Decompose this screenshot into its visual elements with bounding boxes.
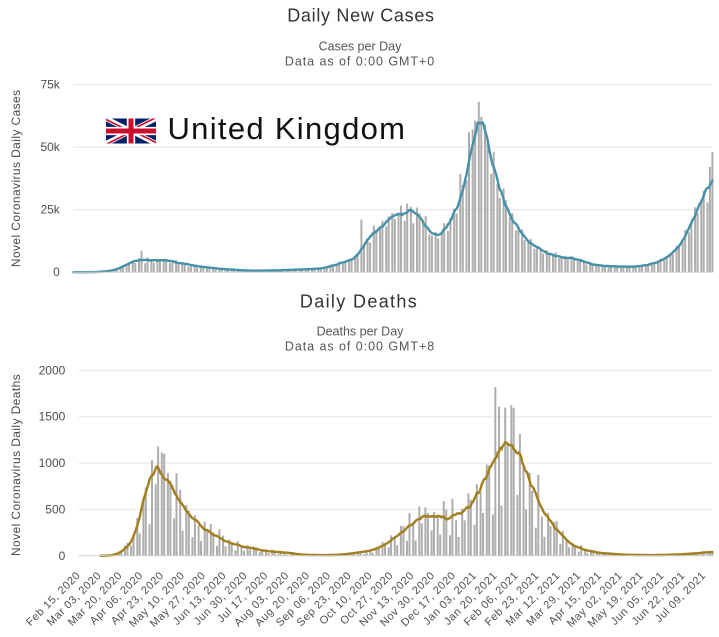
svg-text:2000: 2000	[39, 363, 66, 377]
svg-text:Data as of 0:00 GMT+8: Data as of 0:00 GMT+8	[285, 340, 435, 354]
svg-text:50k: 50k	[40, 140, 60, 154]
svg-text:0: 0	[59, 549, 66, 563]
svg-text:1500: 1500	[39, 410, 66, 424]
svg-text:United Kingdom: United Kingdom	[168, 111, 407, 146]
svg-text:Novel Coronavirus Daily Deaths: Novel Coronavirus Daily Deaths	[9, 374, 23, 556]
svg-text:Daily Deaths: Daily Deaths	[300, 292, 418, 312]
svg-text:Deaths per Day: Deaths per Day	[317, 325, 405, 339]
svg-text:Daily New Cases: Daily New Cases	[287, 6, 435, 26]
svg-text:Data as of 0:00 GMT+0: Data as of 0:00 GMT+0	[285, 55, 435, 69]
svg-text:500: 500	[45, 502, 65, 516]
svg-text:1000: 1000	[39, 456, 66, 470]
svg-text:25k: 25k	[40, 203, 60, 217]
svg-text:Cases per Day: Cases per Day	[319, 40, 402, 54]
svg-text:0: 0	[53, 265, 60, 279]
svg-text:Novel Coronavirus Daily Cases: Novel Coronavirus Daily Cases	[9, 89, 23, 267]
svg-text:75k: 75k	[40, 77, 60, 91]
